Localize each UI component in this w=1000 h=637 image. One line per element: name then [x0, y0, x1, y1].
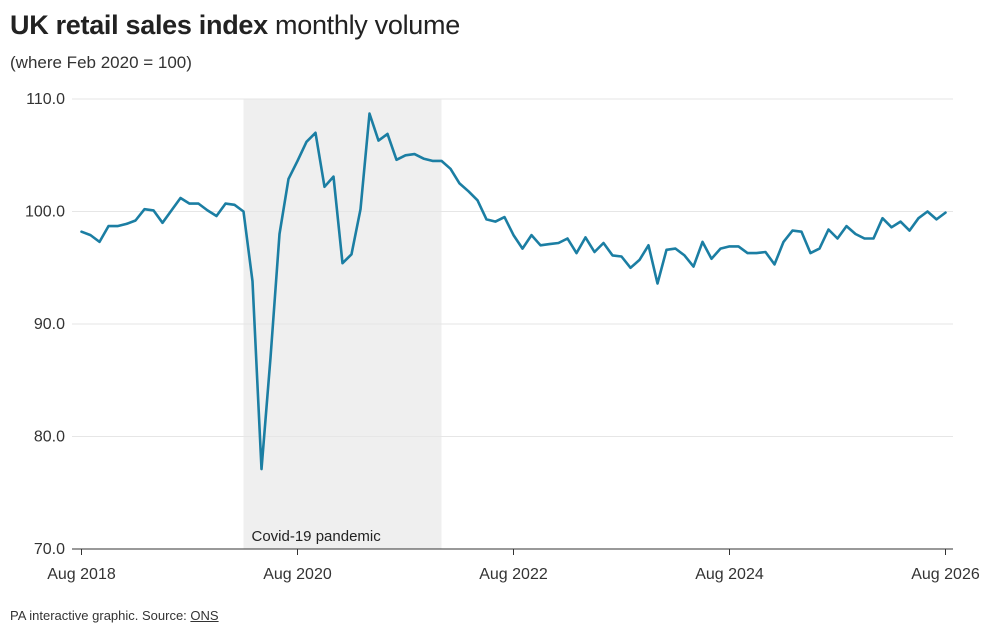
footer: PA interactive graphic. Source: ONS: [10, 608, 219, 623]
x-tick-label: Aug 2022: [479, 566, 548, 583]
source-link[interactable]: ONS: [190, 608, 219, 623]
chart-title-bold: UK retail sales index: [10, 10, 268, 40]
y-tick-label: 70.0: [34, 541, 65, 558]
axis-layer: Aug 2018 Aug 2020 Aug 2022 Aug 2024 Aug 2026: [47, 548, 980, 583]
x-tick-label: Aug 2020: [263, 566, 332, 583]
covid-region-label: Covid-19 pandemic: [252, 528, 382, 545]
x-tick-label: Aug 2026: [911, 566, 980, 583]
y-tick-label: 90.0: [34, 316, 65, 333]
chart-title: UK retail sales index monthly volume: [10, 10, 460, 41]
y-tick-label: 110.0: [26, 91, 65, 108]
chart-title-rest: monthly volume: [275, 10, 460, 40]
grid-layer: 70.0 80.0 90.0 100.0 110.0: [25, 91, 953, 558]
series-layer: [80, 112, 947, 471]
footer-text: PA interactive graphic. Source:: [10, 608, 191, 623]
chart-subtitle: (where Feb 2020 = 100): [10, 53, 192, 72]
retail-sales-index-line: [80, 112, 947, 471]
x-tick-label: Aug 2024: [695, 566, 764, 583]
y-tick-label: 80.0: [34, 429, 65, 446]
x-tick-label: Aug 2018: [47, 566, 116, 583]
y-tick-label: 100.0: [25, 204, 65, 221]
